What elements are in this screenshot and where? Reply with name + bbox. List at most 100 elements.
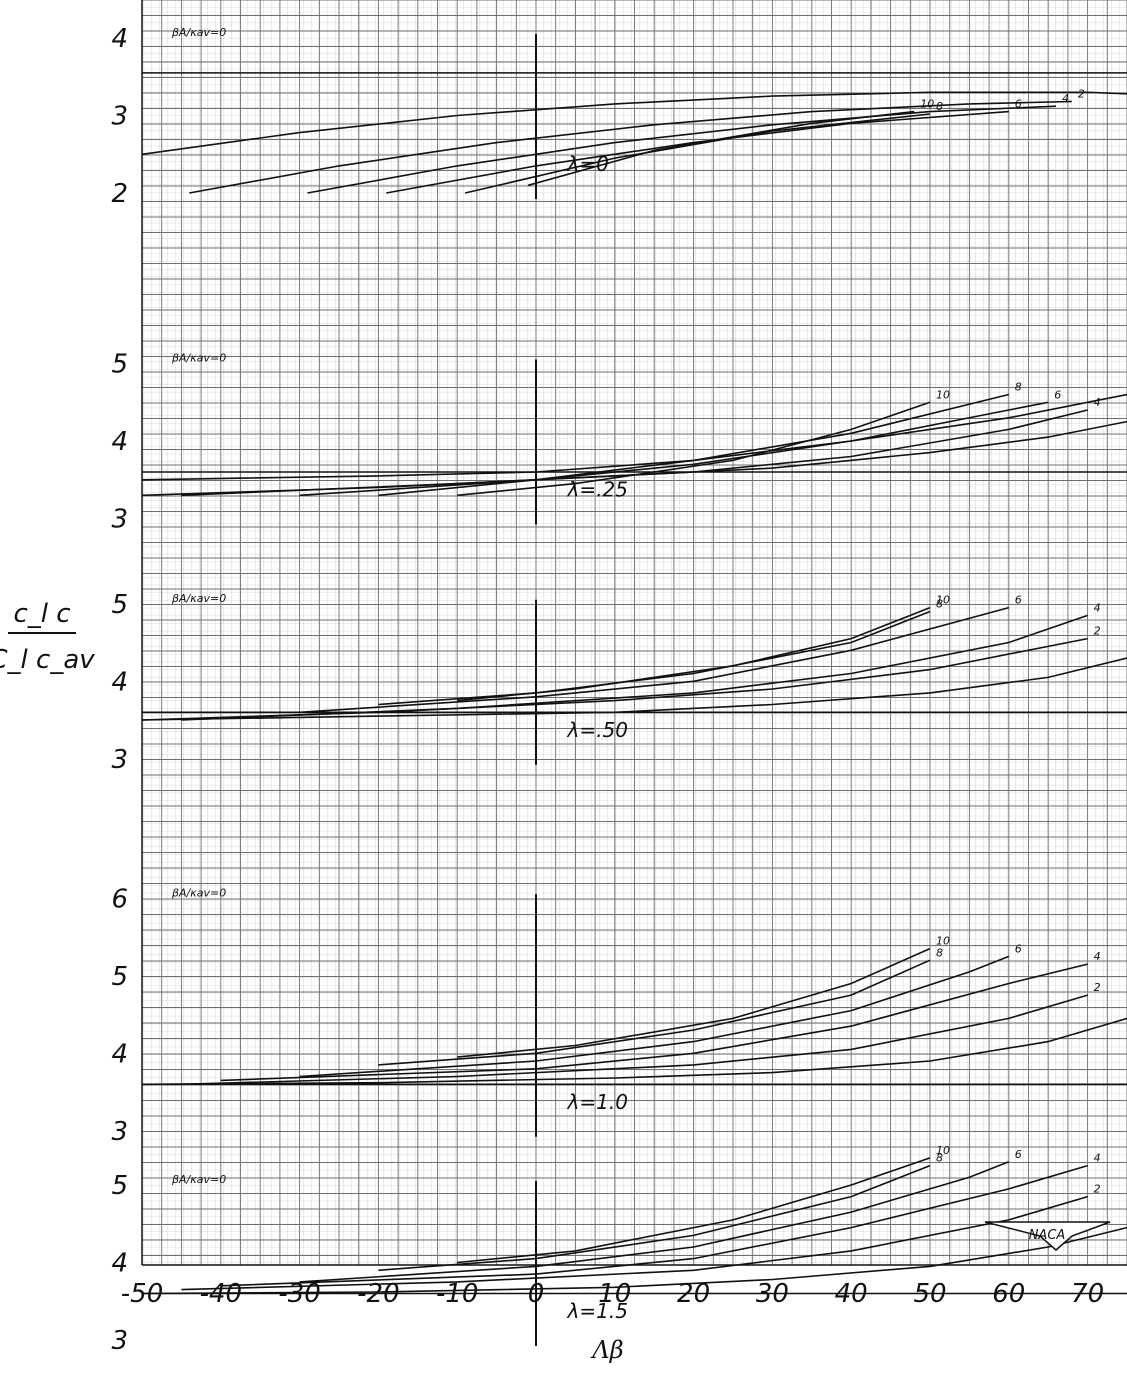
x-tick-label: -50 (121, 1279, 163, 1309)
series-label: 4 (1094, 1152, 1101, 1165)
series-label: 8 (936, 1152, 943, 1165)
param-label: βA/κav=0 (171, 26, 226, 39)
series-6-line (299, 1161, 1010, 1283)
y-tick-label: 4 (111, 1249, 128, 1279)
param-label: βA/κav=0 (171, 886, 226, 899)
panels: 0246810βA/κav=0λ=00246810βA/κav=0λ=.2502… (141, 26, 1127, 1346)
y-tick-label: 6 (111, 884, 128, 914)
series-label: 10 (936, 594, 950, 607)
series-4-line (220, 1164, 1088, 1287)
param-label: βA/κav=0 (171, 352, 226, 365)
series-label: 4 (1094, 396, 1101, 409)
y-tick-label: 5 (111, 350, 128, 380)
series-8-line (378, 393, 1009, 497)
series-label: 8 (936, 946, 943, 959)
y-tick-label: 4 (111, 1039, 128, 1069)
x-tick-label: -30 (278, 1279, 320, 1309)
series-6-line (299, 401, 1049, 497)
series-label: 6 (1054, 388, 1061, 401)
series-label: 8 (1015, 381, 1022, 394)
series-label: 10 (936, 388, 950, 401)
x-tick-label: -10 (436, 1279, 478, 1309)
naca-logo-text: NACA (1029, 1228, 1066, 1243)
series-0-line (141, 91, 1127, 156)
series-label: 4 (1062, 92, 1069, 105)
y-tick-label: 4 (111, 24, 128, 54)
param-label: βA/κav=0 (171, 592, 226, 605)
y-tick-label: 5 (111, 590, 128, 620)
series-2-line (189, 100, 1072, 194)
series-10-line (457, 401, 931, 497)
y-tick-label: 3 (111, 745, 128, 775)
series-4-line (220, 963, 1088, 1082)
series-label: 2 (1094, 981, 1101, 994)
x-axis-label: Λβ (590, 1336, 623, 1364)
series-0-line (141, 1017, 1127, 1086)
x-tick-label: 40 (835, 1279, 868, 1309)
series-8-line (378, 959, 931, 1066)
y-tick-label: 4 (111, 427, 128, 457)
series-10-line (527, 110, 915, 187)
series-label: 4 (1094, 950, 1101, 963)
lambda-label: λ=0 (567, 152, 609, 176)
series-2-line (181, 994, 1088, 1086)
lambda-label: λ=1.5 (567, 1299, 628, 1323)
x-tick-label: 0 (528, 1279, 545, 1309)
x-tick-label: -40 (200, 1279, 242, 1309)
series-8-line (464, 113, 931, 194)
x-tick-label: -20 (357, 1279, 399, 1309)
y-axis-label-numerator: c_l c (13, 599, 70, 629)
series-label: 8 (936, 598, 943, 611)
series-6-line (299, 955, 1010, 1078)
x-tick-labels: -50 -40 -30 -20 -10 0 10 20 30 40 50 60 70 (121, 1279, 1104, 1309)
series-4-line (181, 614, 1088, 721)
series-label: 6 (1015, 1148, 1022, 1161)
series-label: 6 (1015, 98, 1022, 111)
series-label: 6 (1015, 942, 1022, 955)
y-tick-label: 5 (111, 1171, 128, 1201)
series-4-line (181, 409, 1088, 497)
y-axis-label: c_l c C_l c_av (0, 599, 95, 675)
series-label: 4 (1094, 601, 1101, 614)
y-tick-label: 4 (111, 667, 128, 697)
series-6-line (386, 110, 1009, 194)
y-tick-label: 3 (111, 505, 128, 535)
y-tick-label: 5 (111, 962, 128, 992)
series-label: 2 (1094, 1183, 1101, 1196)
series-label: 10 (920, 98, 934, 111)
series-label: 8 (936, 100, 943, 113)
x-tick-label: 20 (677, 1279, 710, 1309)
x-tick-label: 30 (756, 1279, 789, 1309)
series-label: 6 (1015, 594, 1022, 607)
series-label: 2 (1078, 88, 1085, 101)
series-label: 10 (936, 935, 950, 948)
series-8-line (378, 610, 931, 706)
series-0-line (141, 657, 1127, 721)
y-tick-label: 2 (111, 179, 128, 209)
x-tick-label: 10 (598, 1279, 631, 1309)
y-tick-label: 3 (111, 102, 128, 132)
series-label: 10 (936, 1144, 950, 1157)
naca-logo: NACA (984, 1221, 1111, 1251)
x-tick-label: 50 (913, 1279, 946, 1309)
lambda-label: λ=.50 (567, 718, 628, 742)
series-6-line (299, 606, 1010, 714)
y-axis-label-denominator: C_l c_av (0, 645, 95, 675)
series-label: 2 (1094, 625, 1101, 638)
series-10-line (457, 1157, 931, 1264)
y-tick-labels: 4 3 2 5 4 3 5 4 3 6 5 4 3 5 4 3 (111, 24, 128, 1356)
lambda-label: λ=1.0 (567, 1090, 628, 1114)
series-8-line (378, 1164, 931, 1272)
x-tick-label: 60 (992, 1279, 1025, 1309)
param-label: βA/κav=0 (171, 1173, 226, 1186)
x-tick-label: 70 (1071, 1279, 1104, 1309)
y-tick-label: 3 (111, 1117, 128, 1147)
series-10-line (457, 606, 931, 702)
y-tick-label: 3 (111, 1326, 128, 1356)
series-0-line (141, 1226, 1127, 1295)
